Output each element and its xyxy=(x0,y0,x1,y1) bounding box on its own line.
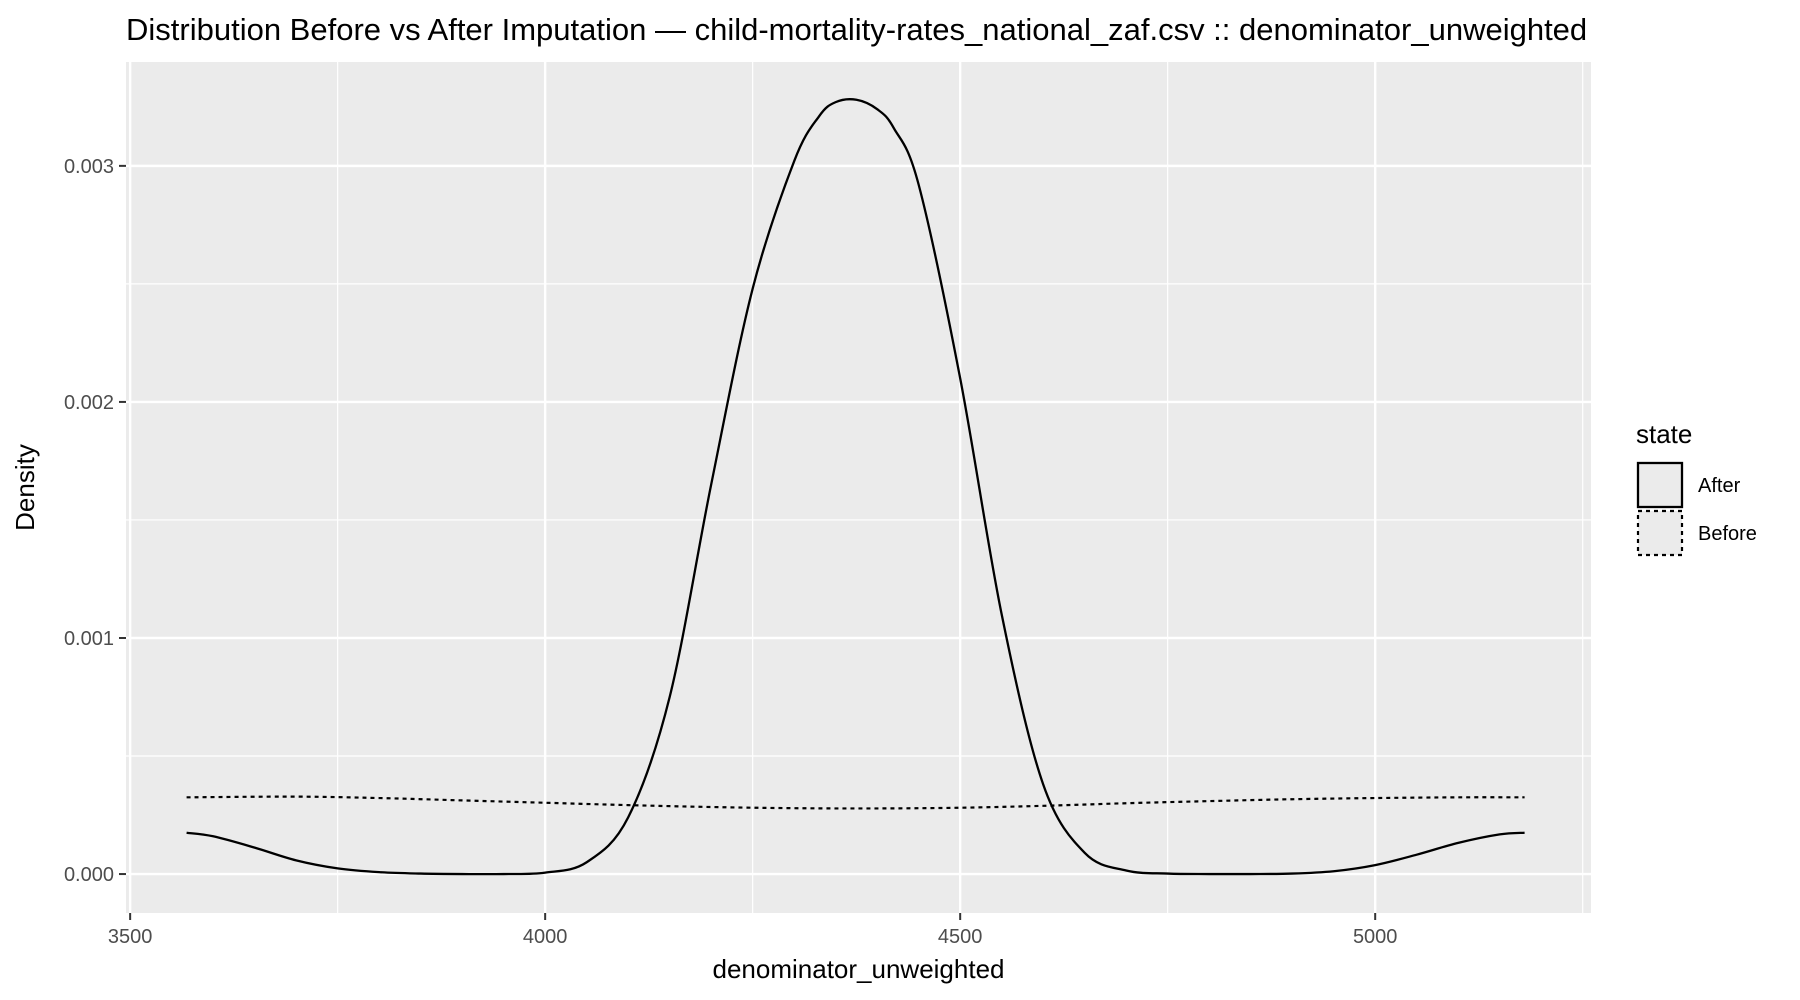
legend-label-before: Before xyxy=(1698,523,1757,545)
series-line-after xyxy=(186,98,1525,876)
series-line-before xyxy=(186,795,1525,810)
y-axis-title: Density xyxy=(10,444,40,531)
y-tick-label: 0.002 xyxy=(64,392,114,414)
legend-key-before xyxy=(1636,509,1684,557)
chart-title: Distribution Before vs After Imputation … xyxy=(126,12,1587,47)
legend-key-bg xyxy=(1638,463,1682,507)
y-axis: 0.000 0.001 0.002 0.003 xyxy=(64,156,126,886)
x-tick-label: 3500 xyxy=(108,926,153,948)
legend-title: state xyxy=(1636,419,1692,449)
x-tick-label: 4500 xyxy=(938,926,983,948)
legend-label-after: After xyxy=(1698,475,1741,497)
x-tick-label: 5000 xyxy=(1353,926,1398,948)
density-lines xyxy=(186,98,1525,876)
x-axis: 3500 4000 4500 5000 xyxy=(108,913,1398,948)
minor-gridlines xyxy=(126,62,1591,913)
legend-key-after xyxy=(1636,461,1684,509)
y-tick-label: 0.000 xyxy=(64,864,114,886)
legend-key-bg xyxy=(1638,511,1682,555)
plot-panel xyxy=(126,62,1591,913)
legend: state After Before xyxy=(1636,419,1757,557)
x-axis-title: denominator_unweighted xyxy=(713,954,1005,984)
y-tick-label: 0.003 xyxy=(64,156,114,178)
y-tick-label: 0.001 xyxy=(64,628,114,650)
x-tick-label: 4000 xyxy=(523,926,568,948)
legend-items: After Before xyxy=(1636,461,1757,557)
major-gridlines xyxy=(126,62,1591,913)
